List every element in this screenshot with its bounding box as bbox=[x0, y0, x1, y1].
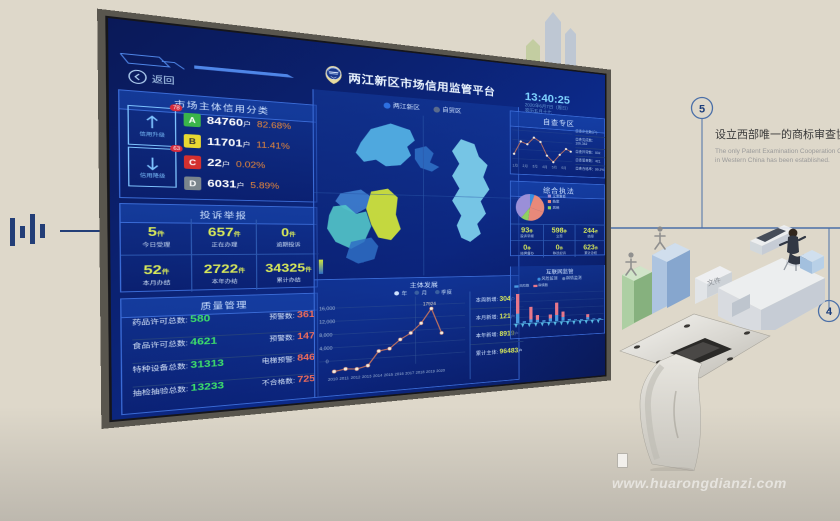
svg-text:2015: 2015 bbox=[384, 373, 393, 378]
svg-text:4月: 4月 bbox=[542, 165, 547, 170]
svg-text:12,000: 12,000 bbox=[319, 319, 336, 325]
svg-text:2018: 2018 bbox=[416, 370, 425, 375]
svg-text:2013: 2013 bbox=[362, 375, 372, 380]
svg-text:2016: 2016 bbox=[395, 372, 404, 377]
svg-text:4,000: 4,000 bbox=[319, 346, 333, 352]
svg-text:1月: 1月 bbox=[512, 163, 517, 168]
svg-text:3月: 3月 bbox=[532, 164, 537, 169]
svg-text:The only Patent Examination Co: The only Patent Examination Cooperation … bbox=[715, 148, 840, 155]
svg-text:2010: 2010 bbox=[328, 377, 338, 382]
svg-text:5: 5 bbox=[699, 104, 705, 116]
svg-text:2012: 2012 bbox=[351, 375, 361, 380]
svg-text:设立西部唯一的商标审查协作中心。: 设立西部唯一的商标审查协作中心。 bbox=[715, 127, 840, 141]
svg-text:in Western China has been esta: in Western China has been established. bbox=[715, 157, 830, 164]
svg-text:2020: 2020 bbox=[436, 369, 445, 374]
svg-text:8,000: 8,000 bbox=[319, 333, 333, 339]
svg-text:4: 4 bbox=[826, 306, 833, 318]
svg-text:2017: 2017 bbox=[405, 371, 414, 376]
svg-text:17924: 17924 bbox=[423, 302, 436, 307]
svg-text:16,000: 16,000 bbox=[319, 306, 336, 312]
svg-text:2014: 2014 bbox=[373, 374, 383, 379]
svg-text:2月: 2月 bbox=[522, 164, 527, 169]
svg-text:6月: 6月 bbox=[561, 166, 566, 171]
svg-text:2019: 2019 bbox=[426, 370, 435, 375]
svg-text:5月: 5月 bbox=[552, 165, 557, 170]
svg-text:2011: 2011 bbox=[339, 376, 349, 381]
svg-text:0: 0 bbox=[326, 360, 329, 365]
